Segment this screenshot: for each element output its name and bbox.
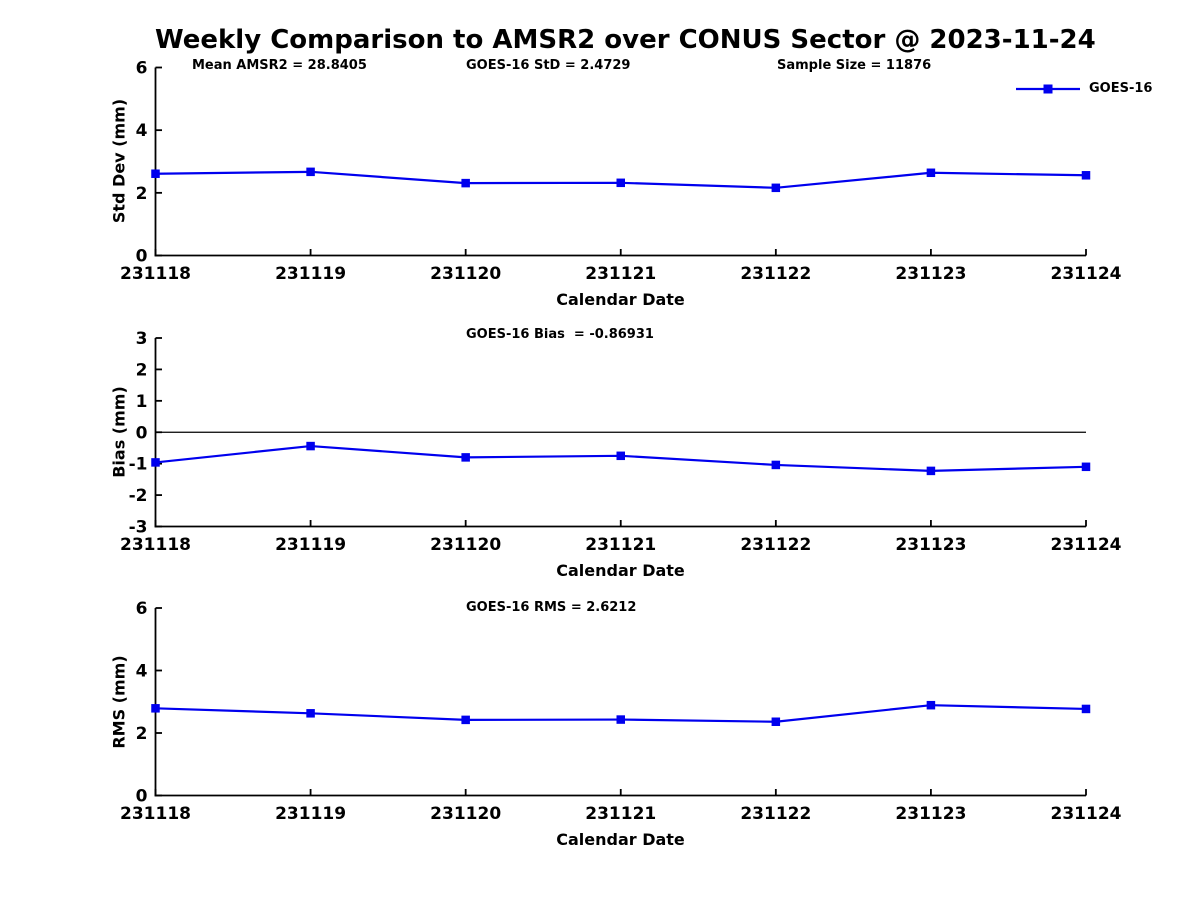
x-axis-label-bottom: Calendar Date [556,830,685,849]
legend-marker [1043,84,1053,94]
x-tick-label: 231118 [120,264,191,284]
series-marker [461,453,470,462]
x-tick-label: 231123 [895,264,966,284]
y-tick-label: 0 [136,423,148,443]
series-marker [1081,171,1091,180]
x-tick-label: 231119 [275,804,346,824]
x-tick-label: 231122 [740,804,811,824]
std-dev-plot: 0 2 4 6 231118 231119 231120 231121 231122 231123… [120,59,1122,285]
series-marker [151,169,160,178]
annotation-goes16-rms: GOES-16 RMS = 2.6212 [466,600,637,615]
x-tick-label: 231124 [1051,264,1122,284]
y-tick-label: 2 [136,724,148,744]
series-marker [926,466,936,476]
annotation-mean-amsr2: Mean AMSR2 = 28.8405 [192,58,367,73]
y-tick-label: 3 [136,329,148,349]
series-marker [306,709,315,718]
y-tick-label: 4 [136,662,148,682]
x-tick-label: 231118 [120,804,191,824]
x-tick-label: 231119 [275,264,346,284]
y-tick-label: -3 [129,518,148,538]
rms-plot: 0 2 4 6 231118 231119 231120 231121 231122 231123… [120,599,1122,824]
x-tick-label: 231123 [895,535,966,555]
y-tick-label: 2 [136,360,148,380]
series-marker [1081,462,1091,472]
x-tick-label: 231120 [430,804,501,824]
series-marker [306,441,315,451]
series-marker [926,700,936,710]
annotation-sample-size: Sample Size = 11876 [777,58,932,73]
x-tick-label: 231121 [585,535,656,555]
y-tick-label: 2 [136,184,148,204]
x-tick-label: 231120 [430,535,501,555]
y-tick-label: 0 [136,247,148,267]
annotation-goes16-bias: GOES-16 Bias = -0.86931 [466,327,654,342]
series-marker [461,178,470,188]
x-axis-label-top: Calendar Date [556,290,685,309]
series-marker [461,715,470,725]
x-tick-label: 231122 [740,535,811,555]
x-axis-label-middle: Calendar Date [556,561,685,580]
y-tick-label: 0 [136,787,148,807]
series-marker [306,167,315,177]
figure-title: Weekly Comparison to AMSR2 over CONUS Se… [155,25,1096,55]
x-tick-label: 231118 [120,535,191,555]
y-tick-label: -1 [129,455,148,475]
series-marker [616,451,625,461]
x-tick-label: 231124 [1051,535,1122,555]
legend-label: GOES-16 [1089,81,1153,96]
x-tick-label: 231119 [275,535,346,555]
x-tick-label: 231124 [1051,804,1122,824]
series-marker [1081,704,1091,714]
annotation-goes16-std: GOES-16 StD = 2.4729 [466,58,631,73]
series-marker [771,717,781,726]
series-marker [616,715,625,724]
series-marker [151,458,160,467]
y-tick-label: 1 [136,392,148,412]
series-marker [616,178,625,188]
x-tick-label: 231121 [585,804,656,824]
series-marker [771,183,781,193]
series-marker [926,168,936,178]
series-marker [151,704,160,713]
y-tick-label: 6 [136,59,148,79]
series-marker [771,460,781,470]
y-tick-label: 6 [136,599,148,619]
legend-line-marker-icon [1016,84,1080,94]
x-tick-label: 231123 [895,804,966,824]
legend: GOES-16 [1014,81,1152,97]
x-tick-label: 231121 [585,264,656,284]
y-tick-label: -2 [129,486,148,506]
x-tick-label: 231122 [740,264,811,284]
y-tick-label: 4 [136,121,148,141]
x-tick-label: 231120 [430,264,501,284]
